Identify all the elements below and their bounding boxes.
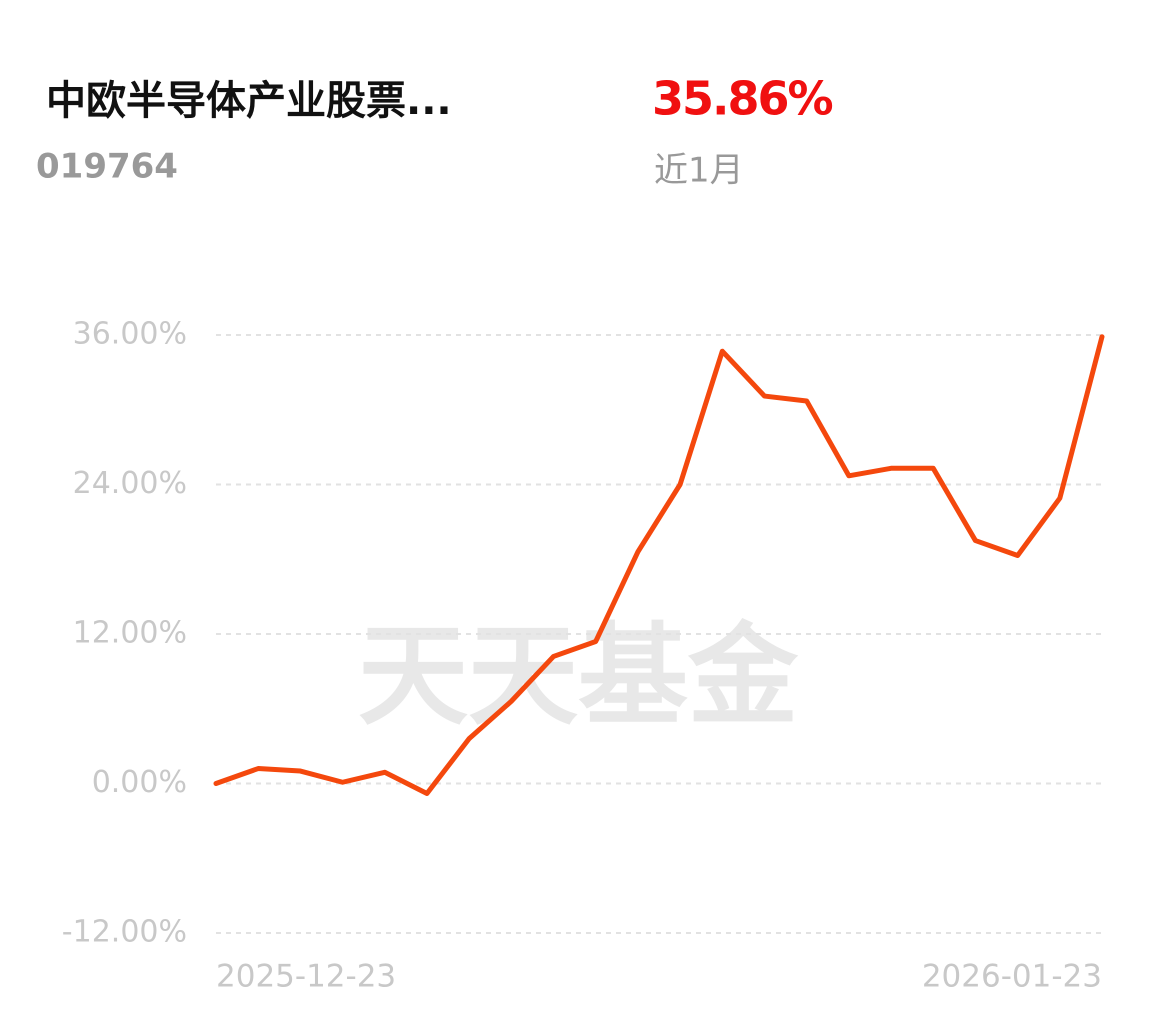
period-label: 近1月: [654, 151, 744, 191]
y-tick-label: 0.00%: [92, 765, 187, 800]
x-tick-label: 2026-01-23: [922, 959, 1102, 995]
y-tick-label: 12.00%: [73, 616, 187, 651]
return-value: 35.86%: [652, 72, 833, 126]
fund-code: 019764: [36, 147, 178, 187]
x-tick-label: 2025-12-23: [216, 959, 396, 995]
y-tick-label: 36.00%: [73, 317, 187, 352]
watermark: 天天基金: [358, 611, 799, 740]
y-tick-label: -12.00%: [62, 915, 187, 950]
fund-title: 中欧半导体产业股票...: [46, 78, 452, 124]
line-series: [213, 334, 1105, 796]
y-tick-label: 24.00%: [73, 466, 187, 501]
